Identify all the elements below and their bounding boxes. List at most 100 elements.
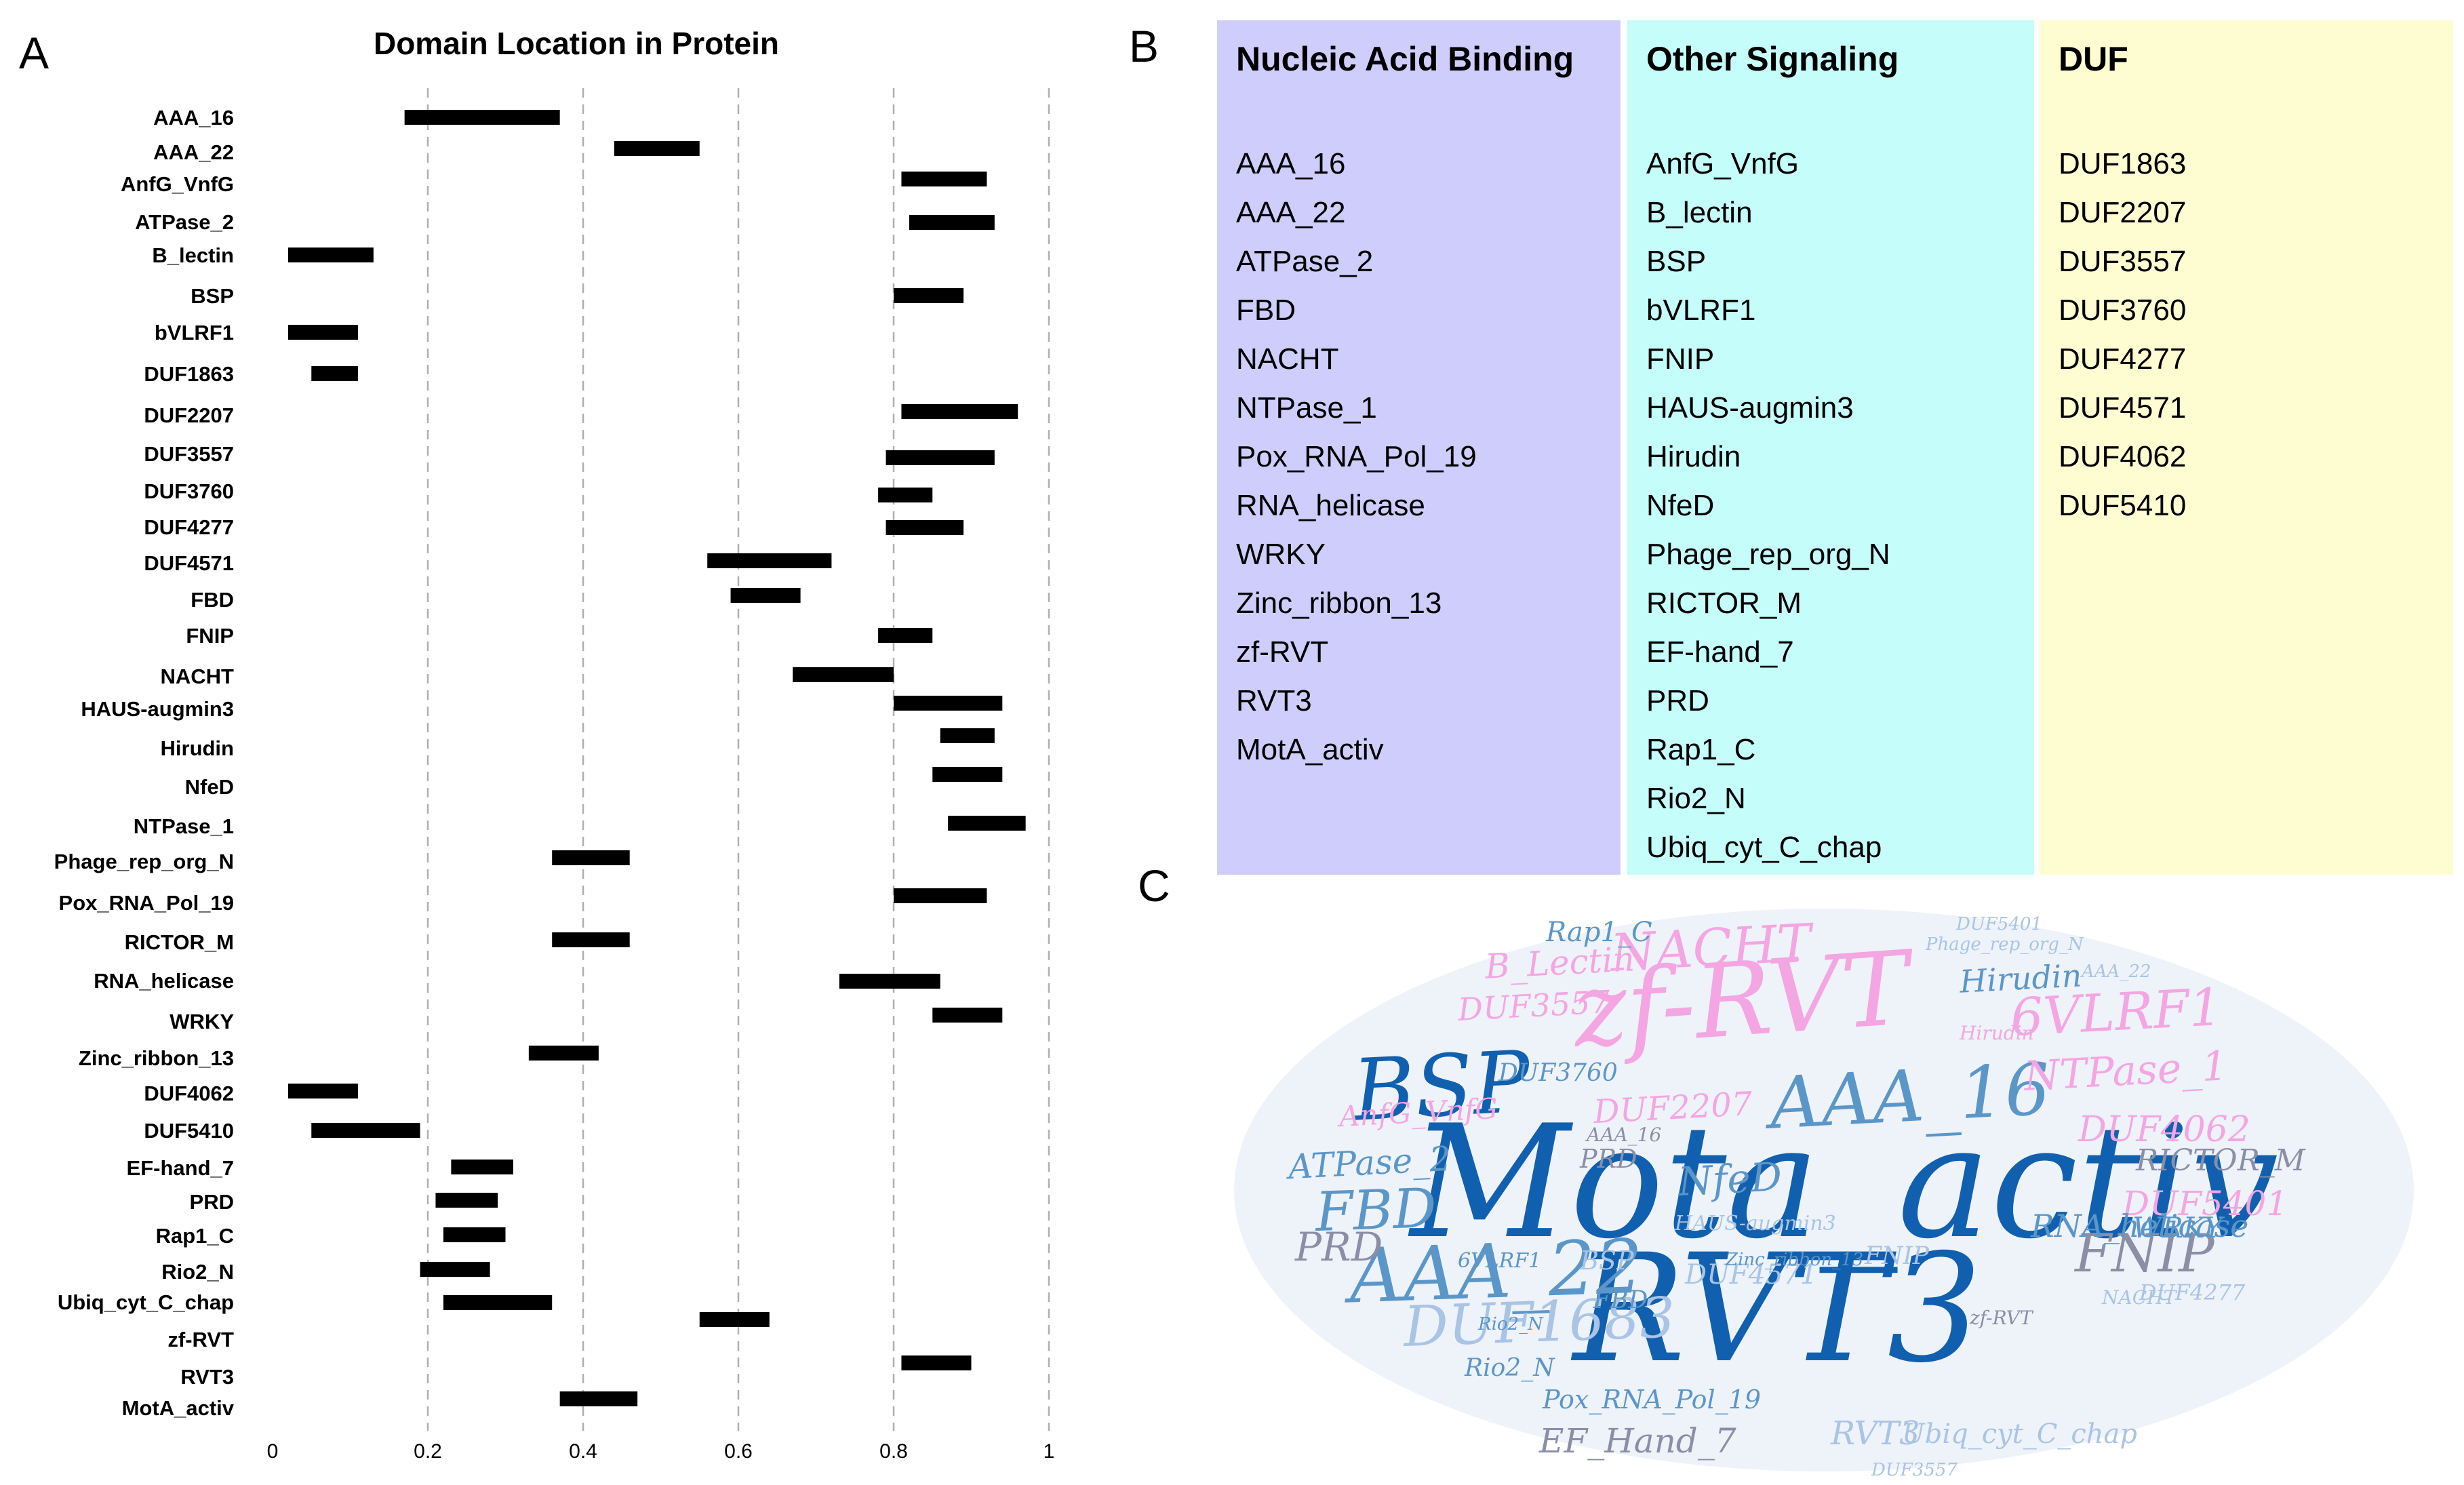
range-bar-hirudin [940, 728, 995, 743]
cloud-word: DUF5401 [1956, 914, 2042, 934]
y-label-duf2207: DUF2207 [144, 403, 234, 427]
cloud-word: Ubiq_cyt_C_chap [1902, 1419, 2138, 1450]
x-axis-ticks: 0 0.2 0.4 0.6 0.8 1 [267, 1440, 1055, 1463]
cloud-word: PRD [1580, 1144, 1637, 1174]
cloud-word: AnfG_VnfG [1338, 1091, 1499, 1134]
y-label-duf4277: DUF4277 [144, 515, 234, 539]
range-bar-duf3760 [878, 488, 933, 502]
range-bar-rna_helicase [839, 974, 940, 989]
cloud-word: WRKY [2132, 1211, 2223, 1244]
cloud-background [1234, 909, 2414, 1471]
y-label-bvlrf1: bVLRF1 [155, 321, 234, 344]
range-bar-bvlrf1 [287, 325, 358, 340]
range-bar-pox_rna_pol_19 [894, 888, 987, 903]
range-bar-ntpase_1 [948, 816, 1026, 831]
cloud-word: AAA_16 [1587, 1124, 1662, 1146]
range-bar-rictor_m [552, 932, 630, 947]
panel-letter-c: C [1138, 860, 1170, 911]
domain-item: NfeD [1646, 489, 1715, 522]
cloud-word: Rap1_C [1546, 917, 1652, 948]
x-tick-label: 1 [1044, 1440, 1055, 1463]
domain-item: DUF1863 [2059, 147, 2187, 180]
domain-item: AnfG_VnfG [1646, 147, 1800, 180]
domain-item: RNA_helicase [1236, 489, 1425, 522]
range-bar-nacht [793, 667, 894, 682]
domain-item: Hirudin [1646, 440, 1741, 473]
range-bar-zinc_ribbon_13 [528, 1046, 599, 1061]
range-bar-ef-hand_7 [451, 1160, 513, 1174]
y-label-atpase_2: ATPase_2 [135, 210, 234, 234]
cloud-word: RVT3 [1831, 1414, 1920, 1452]
range-bar-rvt3 [901, 1355, 972, 1370]
cloud-word: Phage_rep_org_N [1926, 934, 2084, 955]
y-label-bsp: BSP [191, 284, 234, 308]
cloud-word: NTPase_1 [2023, 1042, 2229, 1101]
range-bar-bsp [894, 288, 964, 303]
domain-item: Pox_RNA_Pol_19 [1236, 440, 1477, 473]
category-title: Other Signaling [1646, 40, 1899, 78]
domain-item: BSP [1646, 245, 1707, 278]
y-label-rictor_m: RICTOR_M [125, 930, 234, 954]
y-label-ntpase_1: NTPase_1 [134, 814, 234, 838]
y-label-duf4062: DUF4062 [144, 1082, 234, 1105]
y-label-phage_rep_org_n: Phage_rep_org_N [54, 850, 234, 873]
cloud-word: Rio2_N [1478, 1314, 1543, 1334]
cloud-word: DUF4277 [2139, 1280, 2246, 1305]
cloud-word: FNIP [1865, 1242, 1929, 1270]
cloud-word: BSP [1580, 1246, 1634, 1275]
x-tick-label: 0.6 [724, 1440, 753, 1463]
domain-item: ATPase_2 [1236, 245, 1374, 278]
category-title: DUF [2059, 40, 2128, 78]
domain-item: Rap1_C [1646, 733, 1756, 766]
cloud-word: FBD [1593, 1286, 1648, 1314]
domain-item: HAUS-augmin3 [1646, 391, 1854, 424]
domain-item: FNIP [1646, 342, 1715, 376]
category-nucleic-acid-binding: Nucleic Acid Binding AAA_16 AAA_22 ATPase_… [1217, 20, 1621, 875]
domain-item: Phage_rep_org_N [1646, 538, 1890, 571]
domain-item: DUF5410 [2059, 489, 2187, 522]
domain-item: EF-hand_7 [1646, 635, 1794, 669]
cloud-word: RVT3 [1573, 1222, 1983, 1395]
y-label-pox_rna_pol_19: Pox_RNA_Pol_19 [59, 891, 234, 915]
domain-item: AAA_16 [1236, 147, 1346, 180]
domain-item: RVT3 [1236, 684, 1312, 717]
y-label-duf5410: DUF5410 [144, 1119, 234, 1143]
cloud-word: DUF2207 [1592, 1084, 1753, 1132]
y-label-duf1863: DUF1863 [144, 362, 234, 386]
domain-item: DUF4277 [2059, 342, 2187, 376]
cloud-word: NfeD [1677, 1153, 1783, 1205]
domain-word-cloud: Mota_activ RVT3 zf-RVT BSP AAA_22 AAA_16 DUF16… [1193, 882, 2455, 1480]
cloud-word: Hirudin [1960, 1022, 2034, 1044]
domain-item: NACHT [1236, 342, 1339, 376]
range-bar-zf-rvt [699, 1312, 770, 1327]
cloud-word: B_Lectin [1484, 939, 1636, 987]
y-label-mota_activ: MotA_activ [122, 1396, 235, 1420]
range-bar-duf4062 [287, 1084, 358, 1098]
y-label-aaa_22: AAA_22 [153, 140, 234, 164]
cloud-word: FNIP [2075, 1223, 2214, 1284]
range-bar-aaa_22 [614, 141, 700, 156]
x-tick-label: 0.2 [414, 1440, 442, 1463]
y-label-ubiq_cyt_c_chap: Ubiq_cyt_C_chap [58, 1290, 234, 1314]
panel-letter-b: B [1129, 21, 1159, 71]
category-title: Nucleic Acid Binding [1236, 40, 1574, 78]
y-label-duf3760: DUF3760 [144, 479, 234, 503]
domain-item: PRD [1646, 684, 1709, 717]
domain-item: Ubiq_cyt_C_chap [1646, 831, 1882, 864]
cloud-word: PRD [1295, 1224, 1383, 1270]
domain-item: B_lectin [1646, 196, 1753, 229]
domain-item: Rio2_N [1646, 782, 1746, 815]
range-bar-nfed [932, 767, 1003, 782]
domain-item: zf-RVT [1236, 635, 1329, 669]
cloud-word: RNA_helicase [2031, 1208, 2249, 1244]
y-label-b_lectin: B_lectin [152, 243, 234, 267]
category-duf: DUF DUF1863 DUF2207 DUF3557 DUF3760 DUF4277 D… [2040, 20, 2453, 875]
chart-title: Domain Location in Protein [374, 26, 779, 61]
range-bar-fnip [878, 628, 933, 643]
cloud-word: DUF5401 [2122, 1184, 2288, 1223]
cloud-word: DUF3557 [1871, 1460, 1958, 1480]
x-tick-label: 0 [267, 1440, 279, 1463]
range-bar-phage_rep_org_n [552, 850, 630, 865]
range-bar-mota_activ [559, 1391, 638, 1406]
range-bar-duf2207 [901, 404, 1018, 419]
